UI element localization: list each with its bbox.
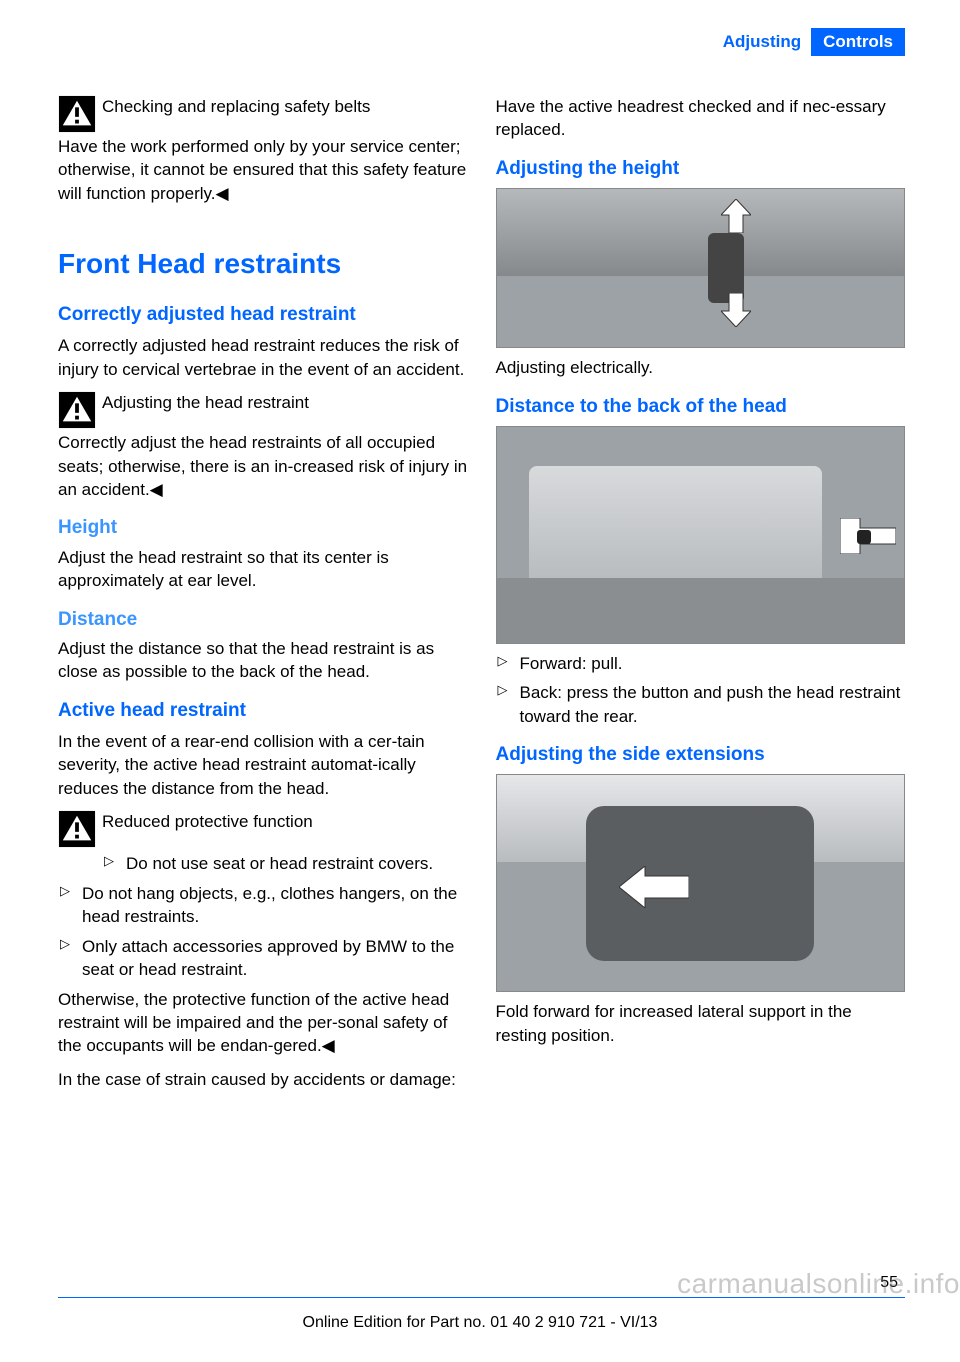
right-column: Have the active headrest checked and if … xyxy=(496,95,906,1101)
watermark-text: carmanualsonline.info xyxy=(677,1268,960,1300)
list-item-text: Back: press the button and push the head… xyxy=(520,681,906,728)
bullet-icon: ▷ xyxy=(496,652,520,670)
figure-adjusting-height xyxy=(496,188,906,348)
para-correctly-adjusted: A correctly adjusted head restraint redu… xyxy=(58,334,468,381)
list-item-text: Do not use seat or head restraint covers… xyxy=(126,852,468,875)
page-header: Adjusting Controls xyxy=(723,28,905,56)
figure-distance-back xyxy=(496,426,906,644)
para-active: In the event of a rear-end collision wit… xyxy=(58,730,468,800)
warning-reduced: Reduced protective function xyxy=(58,810,468,848)
bullet-icon: ▷ xyxy=(58,882,82,900)
figure-button xyxy=(857,530,871,544)
header-category: Controls xyxy=(811,28,905,56)
para-height: Adjust the head restraint so that its ce… xyxy=(58,546,468,593)
warning-adjust: Adjusting the head restraint xyxy=(58,391,468,429)
arrow-left-icon xyxy=(619,866,689,908)
para-otherwise: Otherwise, the protective function of th… xyxy=(58,988,468,1058)
warning-belts-body: Have the work performed only by your ser… xyxy=(58,135,468,205)
warning-reduced-list: ▷ Do not use seat or head restraint cove… xyxy=(58,852,468,981)
list-item: ▷ Do not use seat or head restraint cove… xyxy=(58,852,468,875)
list-item: ▷ Forward: pull. xyxy=(496,652,906,675)
heading-front-head-restraints: Front Head restraints xyxy=(58,245,468,284)
heading-adjusting-height: Adjusting the height xyxy=(496,156,906,182)
list-item-text: Do not hang objects, e.g., clothes hange… xyxy=(82,882,468,929)
figure-side-extensions xyxy=(496,774,906,992)
bullet-icon: ▷ xyxy=(496,681,520,699)
warning-icon xyxy=(58,391,96,429)
warning-icon xyxy=(58,95,96,133)
bullet-icon: ▷ xyxy=(58,935,82,953)
para-adjusting-electrically: Adjusting electrically. xyxy=(496,356,906,379)
figure-seatback xyxy=(497,578,905,643)
list-item-text: Forward: pull. xyxy=(520,652,906,675)
heading-active-restraint: Active head restraint xyxy=(58,698,468,724)
list-item: ▷ Do not hang objects, e.g., clothes han… xyxy=(58,882,468,929)
arrow-up-icon xyxy=(721,199,751,233)
content-columns: Checking and replacing safety belts Have… xyxy=(0,0,960,1101)
arrow-down-icon xyxy=(721,293,751,327)
footer-edition: Online Edition for Part no. 01 40 2 910 … xyxy=(0,1314,960,1332)
warning-belts-title: Checking and replacing safety belts xyxy=(102,97,370,116)
heading-height-sub: Height xyxy=(58,515,468,541)
heading-correctly-adjusted: Correctly adjusted head restraint xyxy=(58,302,468,328)
list-item-text: Only attach accessories approved by BMW … xyxy=(82,935,468,982)
list-item: ▷ Back: press the button and push the he… xyxy=(496,681,906,728)
left-column: Checking and replacing safety belts Have… xyxy=(58,95,468,1101)
figure-ceiling xyxy=(497,189,905,276)
warning-adjust-title: Adjusting the head restraint xyxy=(102,391,309,414)
warning-belts-text: Checking and replacing safety belts xyxy=(102,95,370,118)
warning-icon xyxy=(58,810,96,848)
warning-reduced-title: Reduced protective function xyxy=(102,810,313,833)
para-strain: In the case of strain caused by accident… xyxy=(58,1068,468,1091)
bullet-icon: ▷ xyxy=(102,852,126,870)
heading-distance-back: Distance to the back of the head xyxy=(496,394,906,420)
para-have-checked: Have the active headrest checked and if … xyxy=(496,95,906,142)
list-item: ▷ Only attach accessories approved by BM… xyxy=(58,935,468,982)
warning-adjust-body: Correctly adjust the head restraints of … xyxy=(58,431,468,501)
para-distance: Adjust the distance so that the head res… xyxy=(58,637,468,684)
header-section: Adjusting xyxy=(723,32,811,52)
heading-distance-sub: Distance xyxy=(58,607,468,633)
para-fold-forward: Fold forward for increased lateral suppo… xyxy=(496,1000,906,1047)
heading-side-extensions: Adjusting the side extensions xyxy=(496,742,906,768)
warning-belts: Checking and replacing safety belts xyxy=(58,95,468,133)
